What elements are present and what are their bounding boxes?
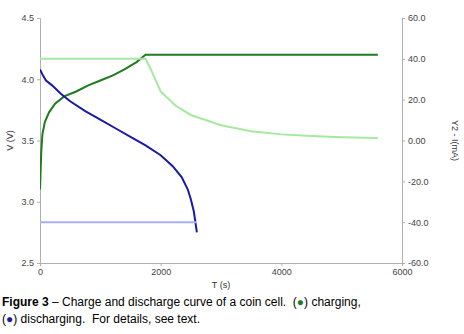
tick-label: 4.5 [21,13,34,23]
tick-mark [37,141,40,142]
tick: 0.00 [402,136,426,146]
tick-mark [402,59,405,60]
tick-label: 60.0 [408,13,426,23]
caption-bullet: ● [6,312,13,326]
tick-label: -20.0 [408,177,429,187]
tick: 3.5 [21,136,40,146]
y2-axis: -60.0 -40.0 -20.0 0.00 20.0 40.0 60.0 [402,13,429,268]
tick-label: -40.0 [408,218,429,228]
tick-label: 2000 [151,267,171,277]
tick-mark [37,79,40,80]
tick-mark [402,181,405,182]
tick-label: 4000 [272,267,292,277]
tick: 20.0 [402,95,426,105]
tick: 4000 [272,263,292,277]
tick-label: 0.00 [408,136,426,146]
tick-mark [402,100,405,101]
tick: 4.5 [21,13,40,23]
tick-label: 0 [38,267,43,277]
tick: 2.5 [21,258,40,268]
tick: 2000 [151,263,171,277]
y-axis-title: V (V) [5,130,15,151]
caption-text: ( [2,312,6,326]
y2-axis-title: Y2 - I(mA) [450,120,460,161]
tick: 0 [38,263,43,277]
tick-label: 6000 [392,267,412,277]
chart: 0 2000 4000 6000 2.5 3.0 3.5 4.0 4.5 -60.0 -40.0 -2… [0,0,464,292]
tick-mark [281,263,282,266]
series-line [40,55,378,190]
y-axis: 2.5 3.0 3.5 4.0 4.5 [21,13,40,268]
tick: 3.0 [21,197,40,207]
series-line [40,69,197,232]
tick-label: 4.0 [21,75,34,85]
tick-label: 3.0 [21,197,34,207]
tick-mark [402,222,405,223]
tick-label: 3.5 [21,136,34,146]
tick-mark [402,18,405,19]
tick-label: 40.0 [408,54,426,64]
axis-line [41,264,403,267]
tick-mark [161,263,162,266]
series-line [40,59,378,138]
tick-mark [37,18,40,19]
caption: Figure 3 – Charge and discharge curve of… [2,294,462,328]
caption-line: (●) discharging. For details, see text. [2,311,462,328]
tick: -40.0 [402,218,429,228]
tick: 60.0 [402,13,426,23]
caption-text: – Charge and discharge curve of a coin c… [49,295,297,309]
axis-line [37,19,41,264]
tick: 4.0 [21,75,40,85]
caption-text: Figure 3 [2,295,49,309]
tick-label: 2.5 [21,258,34,268]
tick-label: 20.0 [408,95,426,105]
caption-line: Figure 3 – Charge and discharge curve of… [2,294,462,311]
caption-bullet: ● [297,295,304,309]
tick-mark [37,202,40,203]
tick-mark [402,263,405,264]
caption-text: ) discharging. For details, see text. [13,312,200,326]
tick-mark [402,141,405,142]
axis-line [403,19,406,264]
caption-text: ) charging, [304,295,361,309]
plot-area [40,55,378,233]
x-axis-title: T (s) [212,280,230,290]
tick: -60.0 [402,258,429,268]
tick: -20.0 [402,177,429,187]
series-line [40,221,197,223]
tick-label: -60.0 [408,258,429,268]
tick: 40.0 [402,54,426,64]
x-axis: 0 2000 4000 6000 [38,263,413,277]
tick-mark [37,263,40,264]
